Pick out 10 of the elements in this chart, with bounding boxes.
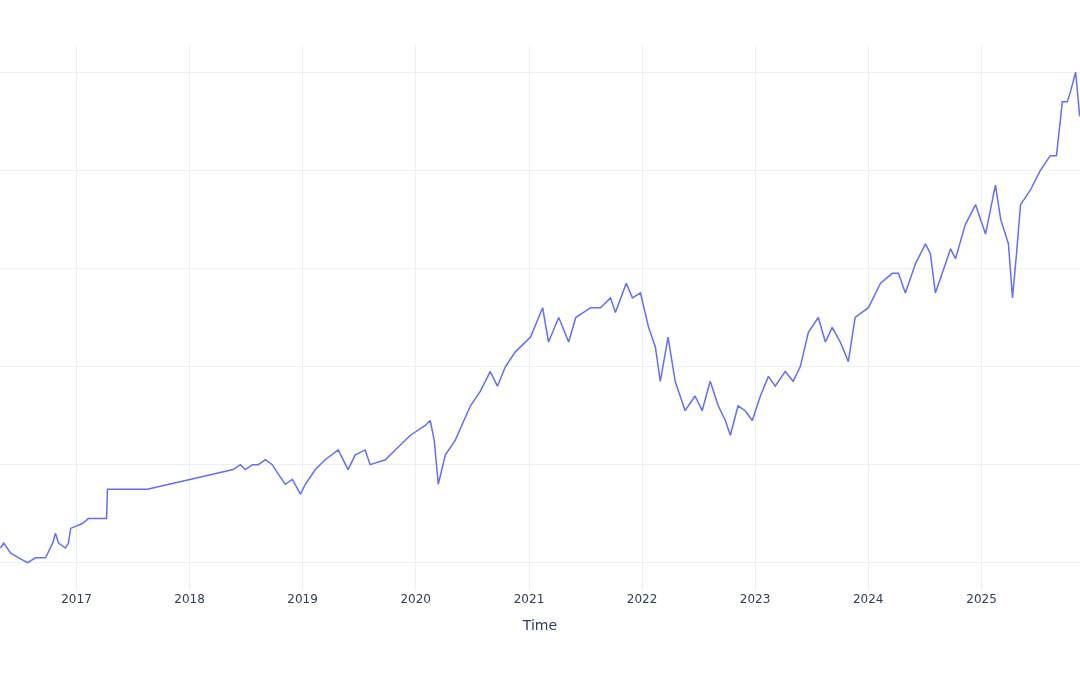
x-tick-label: 2018 [174, 592, 205, 606]
x-tick-label: 2023 [739, 592, 771, 606]
x-tick-label: 2025 [966, 592, 997, 606]
x-tick-label: 2020 [400, 592, 431, 606]
x-tick-label: 2017 [61, 592, 92, 606]
x-axis-title: Time [521, 617, 558, 634]
x-tick-label: 2019 [287, 592, 318, 606]
x-tick-label: 2024 [852, 592, 884, 606]
x-tick-label: 2022 [626, 592, 658, 606]
x-tick-label: 2021 [513, 592, 545, 606]
